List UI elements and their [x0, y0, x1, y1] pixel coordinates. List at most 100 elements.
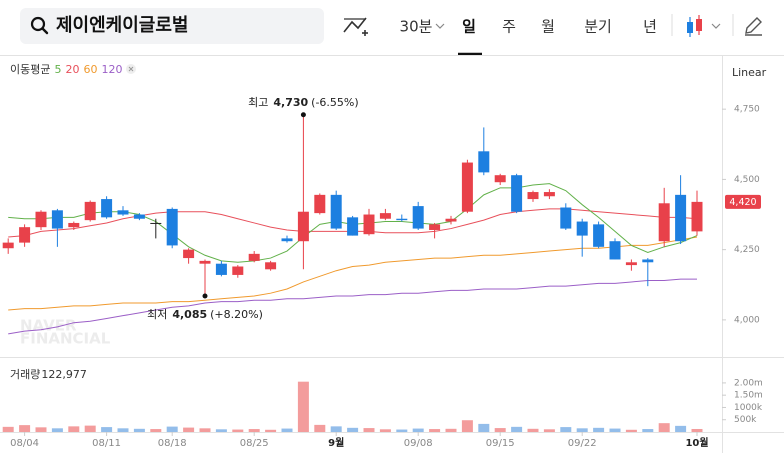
candle-body: [347, 217, 359, 236]
draw-tool-icon[interactable]: [343, 17, 368, 36]
candle-body: [248, 253, 260, 261]
interval-button[interactable]: 년: [643, 18, 657, 36]
search-box[interactable]: [20, 8, 324, 44]
legend-entry[interactable]: 20: [65, 63, 79, 76]
candle-body: [625, 262, 637, 266]
legend-close[interactable]: [128, 66, 134, 72]
volume-y-tick-label: 1.50m: [734, 391, 763, 401]
extreme-change: (-6.55%): [311, 96, 359, 109]
draw-icon-line: [343, 17, 367, 33]
candle-body: [19, 227, 31, 243]
volume-y-tick-label: 500k: [734, 415, 757, 425]
interval-button[interactable]: 분기: [584, 18, 612, 36]
y-tick-label: 4,500: [734, 175, 760, 185]
legend-entry[interactable]: 60: [83, 63, 97, 76]
scale-label[interactable]: Linear: [732, 66, 767, 79]
candle-type-icon[interactable]: [687, 15, 721, 37]
volume-bar: [133, 428, 145, 432]
candle-body: [527, 192, 539, 200]
volume-latest: 122,977: [41, 368, 87, 381]
extreme-dot: [202, 293, 208, 299]
interval-button[interactable]: 30분: [400, 18, 433, 36]
x-tick-label: 08/11: [92, 438, 121, 449]
volume-title: 거래량122,977: [10, 368, 87, 381]
moving-average-line: [8, 236, 698, 311]
candle-body: [560, 207, 572, 229]
volume-bar: [150, 429, 162, 432]
volume-bar: [609, 428, 621, 432]
candle-body: [281, 238, 293, 242]
candle-body: [412, 206, 424, 229]
volume-bar: [625, 429, 637, 432]
volume-bar: [593, 427, 605, 432]
candle-body: [445, 218, 457, 222]
volume-bar: [396, 429, 408, 432]
last-price-label: 4,420: [729, 197, 756, 208]
candle-body: [396, 218, 408, 221]
extreme-label: 최고 4,730 (-6.55%): [248, 96, 359, 109]
volume-bar: [51, 428, 63, 432]
candle-body: [215, 263, 227, 275]
candle-body: [478, 151, 490, 173]
volume-title-text: 거래량: [10, 368, 40, 381]
x-tick-label: 08/18: [158, 438, 187, 449]
y-tick-label: 4,250: [734, 245, 760, 255]
candle-body: [609, 241, 621, 260]
volume-bar: [642, 429, 654, 432]
candle-body: [232, 266, 244, 275]
interval-button[interactable]: 일: [462, 18, 476, 36]
volume-bar: [68, 426, 80, 432]
extreme-change: (+8.20%): [210, 308, 263, 321]
watermark: FINANCIAL: [20, 330, 111, 348]
extreme-label: 최저 4,085 (+8.20%): [147, 308, 263, 321]
volume-bar: [232, 429, 244, 432]
candle-body: [461, 162, 473, 212]
x-tick-label: 10월: [685, 437, 708, 449]
candle-body: [35, 211, 47, 228]
candle-body: [691, 201, 703, 232]
volume-bar: [576, 428, 588, 432]
volume-bar: [297, 381, 309, 432]
candle-body: [183, 249, 195, 259]
candle-body: [330, 194, 342, 229]
volume-bar: [494, 428, 506, 432]
volume-y-tick-label: 1000k: [734, 403, 763, 413]
x-tick-label: 09/08: [404, 438, 433, 449]
candle-body: [675, 194, 687, 242]
volume-bar: [281, 428, 293, 432]
legend-entry[interactable]: 120: [101, 63, 122, 76]
volume-bar: [527, 428, 539, 432]
candle-body: [363, 214, 375, 235]
volume-bar: [248, 429, 260, 432]
icon-body: [696, 19, 702, 31]
volume-bar: [412, 428, 424, 432]
legend-entry[interactable]: 5: [54, 63, 61, 76]
candle-body: [297, 211, 309, 242]
interval-button[interactable]: 월: [541, 18, 555, 36]
candle-body: [166, 208, 178, 246]
volume-bar: [166, 426, 178, 432]
volume-bar: [330, 426, 342, 432]
search-text[interactable]: 제이엔케이글로벌: [56, 15, 188, 36]
volume-bar: [478, 423, 490, 432]
volume-bar: [429, 429, 441, 432]
volume-bar: [314, 424, 326, 432]
dropdown-chevron: [711, 23, 721, 29]
extreme-value: 4,730: [273, 96, 308, 109]
volume-bar: [363, 428, 375, 432]
candle-body: [265, 262, 277, 270]
volume-bar: [675, 425, 687, 432]
candle-body: [51, 210, 63, 229]
pencil-icon[interactable]: [745, 17, 762, 36]
candle-body: [133, 214, 145, 219]
candle-body: [2, 242, 14, 249]
legend: 이동평균 5 20 60 120: [10, 63, 122, 76]
candle-body: [101, 199, 113, 218]
volume-bar: [183, 427, 195, 432]
interval-button[interactable]: 주: [502, 18, 516, 36]
dropdown-chevron[interactable]: [435, 23, 445, 29]
candle-body: [511, 175, 523, 212]
search-icon: [30, 16, 46, 32]
